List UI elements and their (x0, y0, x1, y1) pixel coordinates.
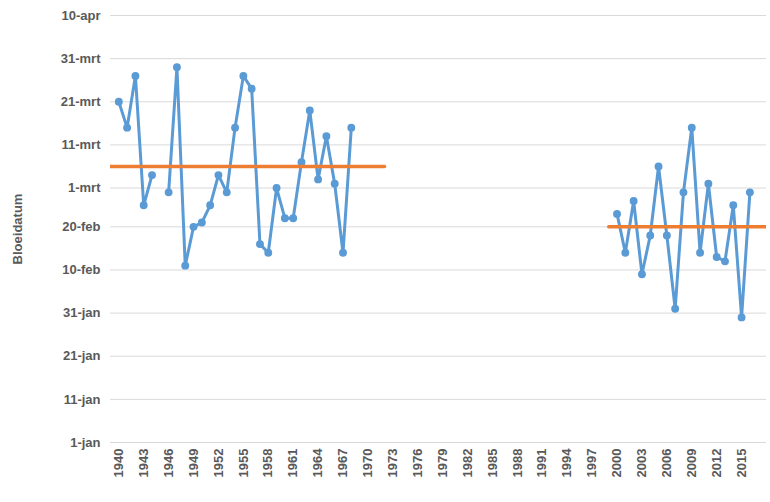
svg-text:1964: 1964 (310, 448, 325, 478)
svg-text:31-jan: 31-jan (63, 305, 101, 320)
svg-text:20-feb: 20-feb (62, 219, 100, 234)
svg-text:1943: 1943 (136, 449, 151, 478)
svg-text:11-jan: 11-jan (64, 392, 101, 407)
svg-text:1991: 1991 (534, 449, 549, 478)
svg-text:10-apr: 10-apr (61, 8, 100, 23)
svg-text:1973: 1973 (385, 449, 400, 478)
svg-text:31-mrt: 31-mrt (61, 51, 101, 66)
svg-text:1997: 1997 (584, 449, 599, 478)
svg-text:2003: 2003 (634, 449, 649, 478)
svg-text:2015: 2015 (734, 449, 749, 478)
svg-text:1958: 1958 (260, 449, 275, 478)
svg-text:2006: 2006 (659, 449, 674, 478)
svg-text:1949: 1949 (186, 449, 201, 478)
svg-text:1952: 1952 (211, 449, 226, 478)
svg-text:21-jan: 21-jan (63, 348, 101, 363)
svg-text:1-mrt: 1-mrt (68, 180, 101, 195)
svg-text:2000: 2000 (609, 449, 624, 478)
svg-text:1961: 1961 (285, 449, 300, 478)
svg-text:1976: 1976 (410, 449, 425, 478)
svg-text:1946: 1946 (161, 449, 176, 478)
svg-text:1994: 1994 (559, 448, 574, 478)
svg-text:11-mrt: 11-mrt (61, 137, 101, 152)
svg-text:1982: 1982 (460, 449, 475, 478)
svg-text:1955: 1955 (236, 449, 251, 478)
svg-text:2009: 2009 (684, 449, 699, 478)
svg-text:1988: 1988 (510, 449, 525, 478)
svg-text:1985: 1985 (485, 449, 500, 478)
svg-text:1979: 1979 (435, 449, 450, 478)
svg-text:1940: 1940 (111, 449, 126, 478)
svg-text:2012: 2012 (709, 449, 724, 478)
svg-text:1967: 1967 (335, 449, 350, 478)
svg-text:21-mrt: 21-mrt (61, 94, 101, 109)
svg-text:Bloeidatum: Bloeidatum (10, 194, 25, 265)
svg-text:1970: 1970 (360, 449, 375, 478)
svg-text:1-jan: 1-jan (70, 435, 100, 450)
svg-text:10-feb: 10-feb (62, 262, 100, 277)
